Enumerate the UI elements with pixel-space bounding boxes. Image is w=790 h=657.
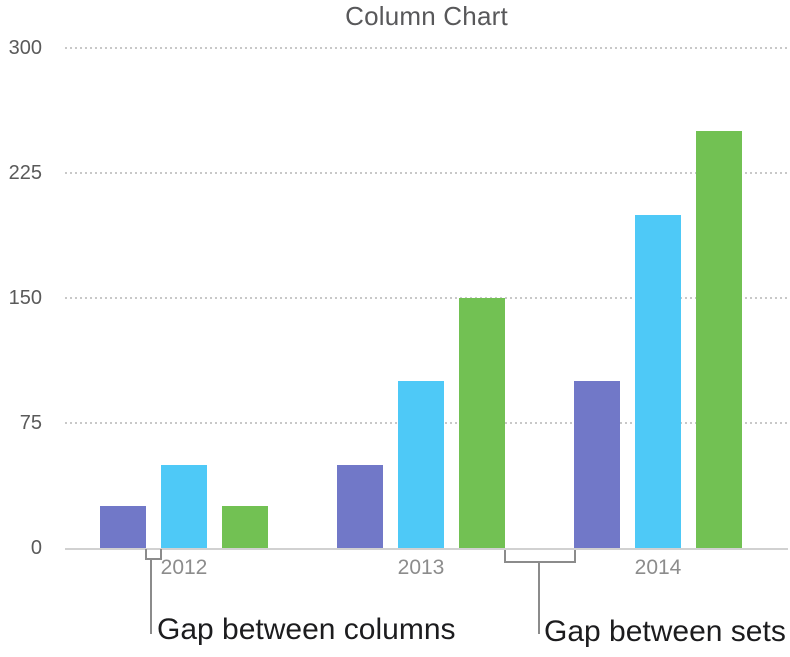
gap-between-sets-bracket [504, 550, 576, 563]
gridline-150 [65, 297, 788, 299]
bar-2012-blue [161, 464, 207, 548]
bar-2014-blue [635, 214, 681, 548]
bar-2013-blue [398, 381, 444, 548]
bar-2012-purple [100, 506, 146, 548]
bar-2014-green [696, 131, 742, 548]
bar-2012-green [222, 506, 268, 548]
y-axis-tick-75: 75 [19, 412, 42, 434]
bar-2014-purple [574, 381, 620, 548]
gridline-300 [65, 47, 788, 49]
x-axis-line [65, 548, 788, 550]
bar-2013-green [459, 298, 505, 548]
gap-between-sets-callout-line [538, 561, 540, 634]
chart-title: Column Chart [345, 1, 508, 31]
y-axis-tick-0: 0 [30, 537, 42, 559]
gap-between-columns-bracket [145, 549, 162, 560]
x-axis-tick-2012: 2012 [160, 556, 208, 579]
y-axis-tick-300: 300 [8, 37, 42, 59]
y-axis-tick-150: 150 [8, 287, 42, 309]
gap-between-sets-label: Gap between sets [544, 615, 786, 648]
gap-between-columns-label: Gap between columns [157, 613, 456, 646]
gap-between-columns-callout-line [150, 558, 152, 634]
bar-2013-purple [337, 464, 383, 548]
x-axis-tick-2014: 2014 [634, 556, 682, 579]
gridline-225 [65, 172, 788, 174]
y-axis-tick-225: 225 [8, 162, 42, 184]
x-axis-tick-2013: 2013 [397, 556, 445, 579]
